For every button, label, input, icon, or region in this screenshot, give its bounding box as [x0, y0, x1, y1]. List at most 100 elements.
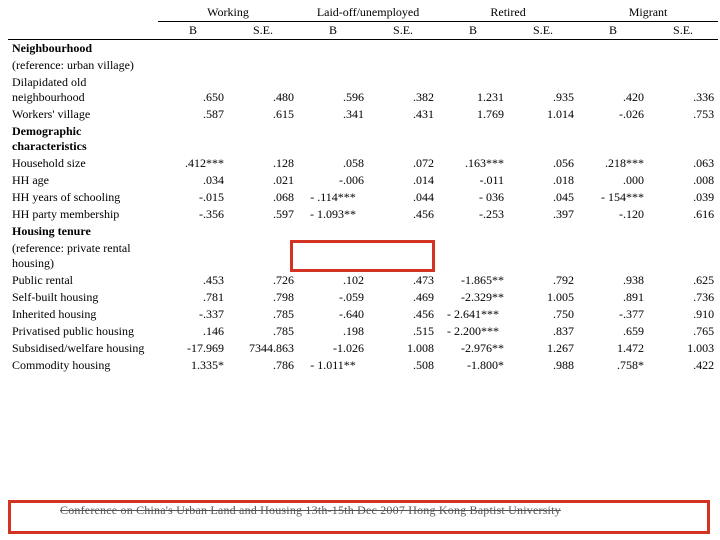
data-cell: .072	[368, 155, 438, 172]
empty-cell	[228, 40, 298, 58]
sub-se: S.E.	[508, 22, 578, 40]
empty-cell	[298, 223, 368, 240]
empty-cell	[648, 240, 718, 272]
empty-cell	[508, 57, 578, 74]
data-cell: .034	[158, 172, 228, 189]
data-cell: .420	[578, 74, 648, 106]
empty-cell	[438, 123, 508, 155]
data-cell: .515	[368, 323, 438, 340]
data-cell: .938	[578, 272, 648, 289]
data-cell: .615	[228, 106, 298, 123]
data-cell: .891	[578, 289, 648, 306]
empty-cell	[158, 223, 228, 240]
data-cell: .758*	[578, 357, 648, 374]
sub-b: B	[158, 22, 228, 40]
empty-cell	[438, 240, 508, 272]
data-cell: .336	[648, 74, 718, 106]
empty-cell	[578, 240, 648, 272]
data-cell: - 2.641***	[438, 306, 508, 323]
row-label: Privatised public housing	[8, 323, 158, 340]
empty-cell	[578, 223, 648, 240]
data-cell: .146	[158, 323, 228, 340]
data-cell: .102	[298, 272, 368, 289]
empty-cell	[578, 57, 648, 74]
data-cell: -17.969	[158, 340, 228, 357]
data-cell: - 154***	[578, 189, 648, 206]
data-cell: .456	[368, 306, 438, 323]
data-cell: .021	[228, 172, 298, 189]
data-cell: -.640	[298, 306, 368, 323]
sub-se: S.E.	[648, 22, 718, 40]
data-cell: -.011	[438, 172, 508, 189]
data-cell: -.120	[578, 206, 648, 223]
data-cell: .000	[578, 172, 648, 189]
empty-cell	[158, 240, 228, 272]
data-cell: -1.026	[298, 340, 368, 357]
data-cell: -.253	[438, 206, 508, 223]
data-cell: .008	[648, 172, 718, 189]
subheader-blank	[8, 22, 158, 40]
empty-cell	[648, 57, 718, 74]
row-label: Inherited housing	[8, 306, 158, 323]
data-cell: .341	[298, 106, 368, 123]
data-cell: .508	[368, 357, 438, 374]
data-cell: - .114***	[298, 189, 368, 206]
empty-cell	[438, 40, 508, 58]
data-cell: -1.865**	[438, 272, 508, 289]
group-laidoff: Laid-off/unemployed	[298, 4, 438, 22]
data-cell: .014	[368, 172, 438, 189]
data-cell: - 1.093**	[298, 206, 368, 223]
empty-cell	[298, 123, 368, 155]
sub-b: B	[578, 22, 648, 40]
regression-table: Working Laid-off/unemployed Retired Migr…	[8, 4, 718, 374]
empty-cell	[228, 240, 298, 272]
header-blank	[8, 4, 158, 22]
data-cell: .044	[368, 189, 438, 206]
row-label: HH party membership	[8, 206, 158, 223]
empty-cell	[158, 40, 228, 58]
data-cell: - 1.011**	[298, 357, 368, 374]
row-label: Self-built housing	[8, 289, 158, 306]
data-cell: .469	[368, 289, 438, 306]
data-cell: .736	[648, 289, 718, 306]
regression-table-page: Working Laid-off/unemployed Retired Migr…	[0, 0, 720, 540]
data-cell: 1.005	[508, 289, 578, 306]
data-cell: 1.335*	[158, 357, 228, 374]
data-cell: -.337	[158, 306, 228, 323]
row-label: HH years of schooling	[8, 189, 158, 206]
empty-cell	[228, 223, 298, 240]
empty-cell	[368, 57, 438, 74]
data-cell: .786	[228, 357, 298, 374]
empty-cell	[368, 123, 438, 155]
data-cell: .063	[648, 155, 718, 172]
data-cell: .163***	[438, 155, 508, 172]
row-label: Workers' village	[8, 106, 158, 123]
empty-cell	[298, 240, 368, 272]
data-cell: .659	[578, 323, 648, 340]
data-cell: .616	[648, 206, 718, 223]
row-label: Subsidised/welfare housing	[8, 340, 158, 357]
data-cell: 1.267	[508, 340, 578, 357]
data-cell: .068	[228, 189, 298, 206]
section-reference: (reference: urban village)	[8, 57, 158, 74]
data-cell: -.059	[298, 289, 368, 306]
data-cell: .798	[228, 289, 298, 306]
data-cell: .837	[508, 323, 578, 340]
data-cell: .422	[648, 357, 718, 374]
empty-cell	[438, 57, 508, 74]
empty-cell	[298, 57, 368, 74]
data-cell: -2.329**	[438, 289, 508, 306]
empty-cell	[508, 223, 578, 240]
empty-cell	[228, 123, 298, 155]
data-cell: 1.003	[648, 340, 718, 357]
data-cell: .382	[368, 74, 438, 106]
data-cell: .198	[298, 323, 368, 340]
data-cell: 7344.863	[228, 340, 298, 357]
data-cell: 1.014	[508, 106, 578, 123]
empty-cell	[158, 57, 228, 74]
data-cell: .935	[508, 74, 578, 106]
data-cell: .480	[228, 74, 298, 106]
empty-cell	[508, 40, 578, 58]
data-cell: - 036	[438, 189, 508, 206]
empty-cell	[298, 40, 368, 58]
